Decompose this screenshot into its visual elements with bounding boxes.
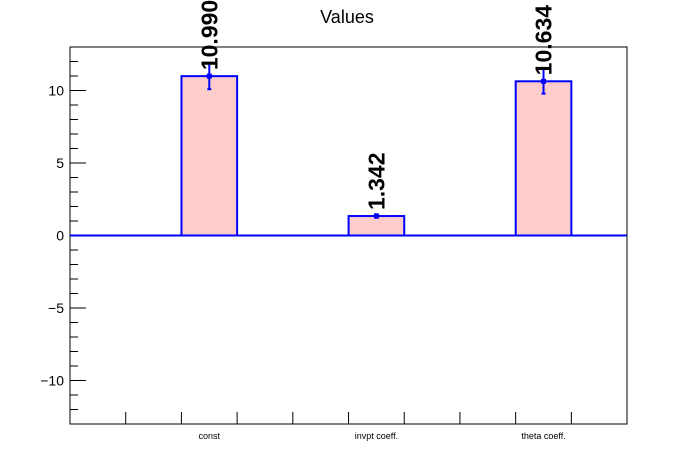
y-tick-label: 5 [56, 155, 64, 171]
data-label: 1.342 [363, 152, 389, 210]
data-point-marker [541, 78, 547, 84]
y-tick-label: 0 [56, 228, 64, 244]
bar-theta-coeff- [514, 80, 573, 237]
data-point-marker [373, 213, 379, 219]
x-category-label: theta coeff. [521, 431, 565, 441]
bars [180, 62, 573, 237]
y-tick-label: 10 [48, 83, 64, 99]
data-label: 10.990 [196, 0, 222, 70]
chart-title: Values [320, 7, 374, 27]
bar-const [180, 75, 239, 237]
labels: 10.990 const 1.342 invpt coeff. 10.634 theta … [196, 0, 565, 441]
data-point-marker [206, 73, 212, 79]
bar-invpt-coeff- [347, 215, 406, 237]
y-tick-label: −10 [40, 373, 64, 389]
x-category-label: const [199, 431, 221, 441]
y-tick-label: −5 [48, 300, 64, 316]
data-label: 10.634 [531, 5, 557, 76]
x-category-label: invpt coeff. [355, 431, 398, 441]
